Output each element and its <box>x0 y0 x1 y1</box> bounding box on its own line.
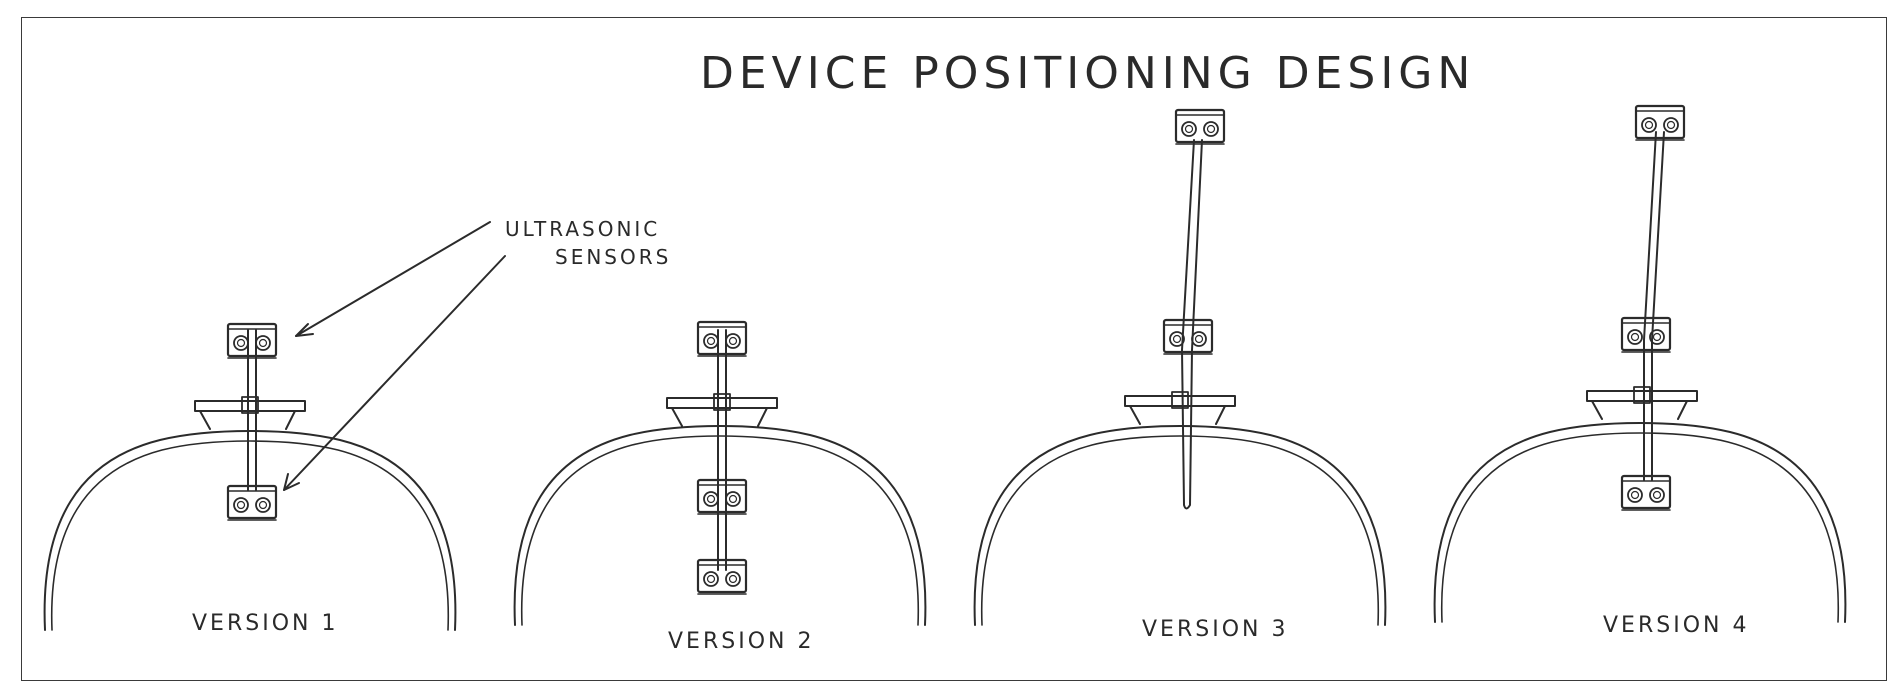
vehicle-hood-3 <box>973 425 1387 626</box>
clamp-1 <box>194 396 306 430</box>
upper-sensor-1 <box>226 322 278 360</box>
annotation-arrows <box>283 221 506 491</box>
vehicle-hood-2 <box>513 425 927 626</box>
lower-sensor-1 <box>226 484 278 522</box>
arrowhead-lower <box>283 473 300 491</box>
version-3-sketch <box>973 108 1387 626</box>
version-1-label: VERSION 1 <box>192 611 338 636</box>
lower-sensor-2 <box>696 558 748 596</box>
arrowhead-upper <box>295 323 314 337</box>
diagram-title: DEVICE POSITIONING DESIGN <box>700 48 1475 99</box>
drawing-frame <box>21 17 1887 681</box>
arrow-to-upper-sensor <box>295 221 491 337</box>
version-2-sketch <box>513 320 927 626</box>
middle-sensor-2 <box>696 478 748 516</box>
version-4-label: VERSION 4 <box>1603 613 1749 638</box>
vehicle-hood-1 <box>43 430 457 631</box>
top-sensor-4 <box>1634 104 1686 142</box>
clamp-2 <box>666 393 778 427</box>
middle-sensor-4 <box>1620 316 1672 354</box>
version-4-sketch <box>1433 104 1847 623</box>
annotation-line-2: SENSORS <box>555 245 671 269</box>
upper-sensor-2 <box>696 320 748 358</box>
annotation-line-1: ULTRASONIC <box>505 217 660 241</box>
clamp-4 <box>1586 386 1698 420</box>
version-1-sketch <box>43 322 457 631</box>
clamp-3 <box>1124 391 1236 425</box>
version-2-label: VERSION 2 <box>668 629 814 654</box>
middle-sensor-3 <box>1162 318 1214 356</box>
lower-sensor-4 <box>1620 474 1672 512</box>
arrow-to-lower-sensor <box>283 255 506 491</box>
version-3-label: VERSION 3 <box>1142 617 1288 642</box>
top-sensor-3 <box>1174 108 1226 146</box>
vehicle-hood-4 <box>1433 422 1847 623</box>
